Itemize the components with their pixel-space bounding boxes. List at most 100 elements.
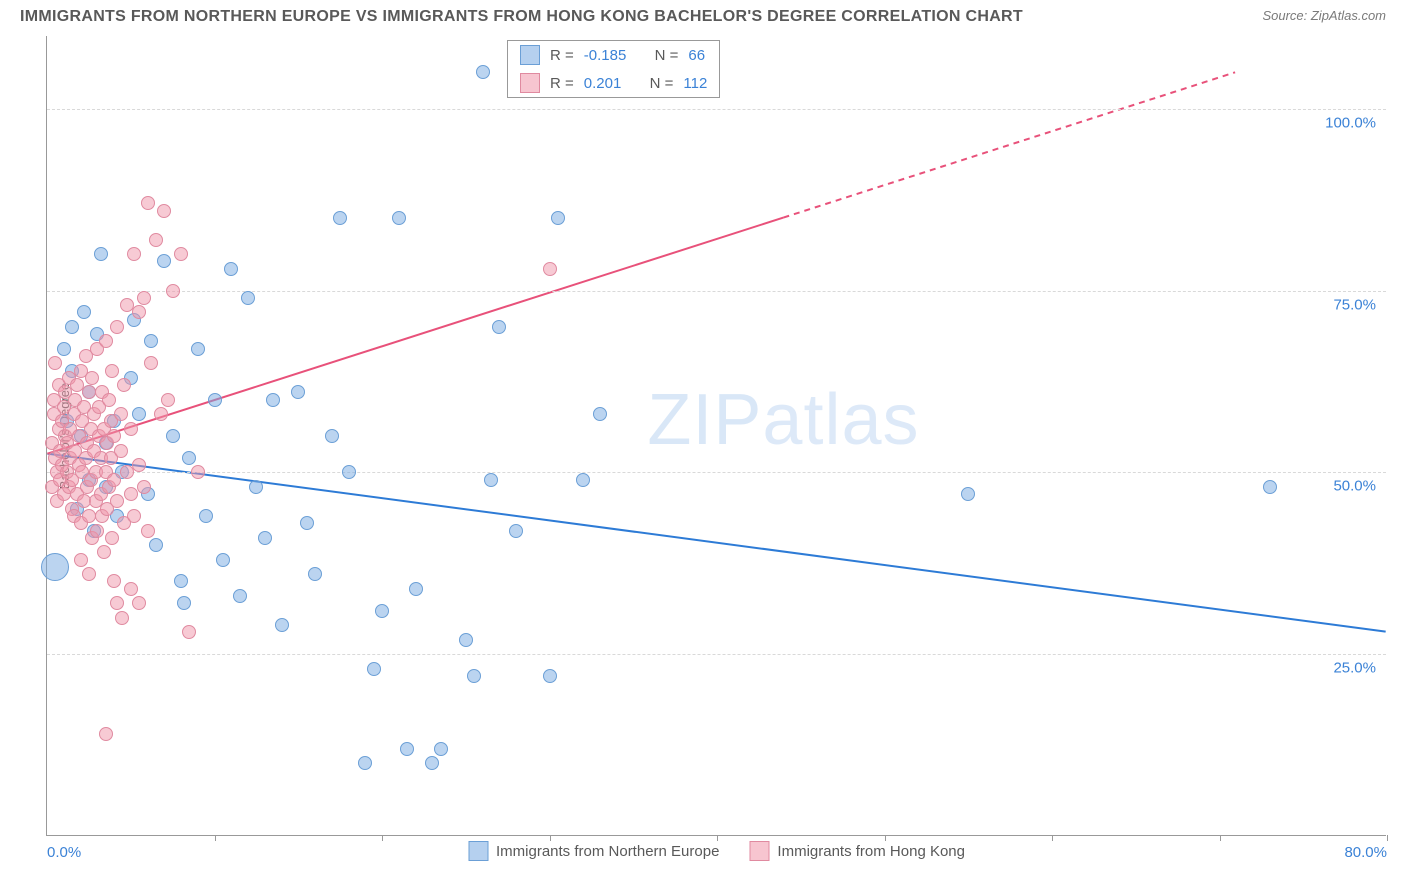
data-point <box>467 669 481 683</box>
legend-r-label: R = <box>550 47 574 64</box>
data-point <box>576 473 590 487</box>
plot-area: Bachelor's Degree R = -0.185 N = 66 R = … <box>46 36 1386 836</box>
data-point <box>249 480 263 494</box>
legend-swatch-pink <box>749 841 769 861</box>
correlation-legend: R = -0.185 N = 66 R = 0.201 N = 112 <box>507 40 720 98</box>
data-point <box>124 487 138 501</box>
data-point <box>191 465 205 479</box>
data-point <box>492 320 506 334</box>
x-tick-label: 80.0% <box>1344 844 1387 861</box>
data-point <box>82 567 96 581</box>
data-point <box>333 211 347 225</box>
trend-lines <box>47 36 1386 835</box>
source-attribution: Source: ZipAtlas.com <box>1262 8 1386 23</box>
data-point <box>300 516 314 530</box>
data-point <box>127 509 141 523</box>
data-point <box>1263 480 1277 494</box>
data-point <box>342 465 356 479</box>
legend-swatch-pink <box>520 73 540 93</box>
data-point <box>459 633 473 647</box>
legend-r-value-pink: 0.201 <box>584 75 622 92</box>
gridline-h <box>47 472 1386 473</box>
legend-label-pink: Immigrants from Hong Kong <box>777 843 965 860</box>
data-point <box>224 262 238 276</box>
legend-row-pink: R = 0.201 N = 112 <box>508 69 719 97</box>
y-tick-label: 25.0% <box>1333 660 1376 677</box>
series-legend: Immigrants from Northern Europe Immigran… <box>468 841 965 861</box>
data-point <box>358 756 372 770</box>
data-point <box>74 553 88 567</box>
data-point <box>174 574 188 588</box>
data-point <box>375 604 389 618</box>
data-point <box>144 356 158 370</box>
x-tick-label: 0.0% <box>47 844 81 861</box>
data-point <box>434 742 448 756</box>
data-point <box>132 596 146 610</box>
data-point <box>124 582 138 596</box>
data-point <box>400 742 414 756</box>
data-point <box>325 429 339 443</box>
x-tick-mark <box>1052 835 1053 841</box>
data-point <box>107 429 121 443</box>
x-tick-mark <box>1220 835 1221 841</box>
data-point <box>258 531 272 545</box>
data-point <box>191 342 205 356</box>
data-point <box>82 385 96 399</box>
data-point <box>110 494 124 508</box>
data-point <box>99 727 113 741</box>
data-point <box>48 356 62 370</box>
data-point <box>208 393 222 407</box>
data-point <box>132 407 146 421</box>
y-tick-label: 100.0% <box>1325 114 1376 131</box>
data-point <box>154 407 168 421</box>
data-point <box>114 407 128 421</box>
legend-label-blue: Immigrants from Northern Europe <box>496 843 719 860</box>
data-point <box>149 233 163 247</box>
x-tick-mark <box>1387 835 1388 841</box>
legend-r-label: R = <box>550 75 574 92</box>
data-point <box>77 305 91 319</box>
data-point <box>149 538 163 552</box>
data-point <box>174 247 188 261</box>
data-point <box>593 407 607 421</box>
data-point <box>484 473 498 487</box>
data-point <box>124 422 138 436</box>
data-point <box>233 589 247 603</box>
data-point <box>551 211 565 225</box>
watermark: ZIPatlas <box>647 379 919 461</box>
data-point <box>105 531 119 545</box>
gridline-h <box>47 654 1386 655</box>
y-tick-label: 75.0% <box>1333 296 1376 313</box>
data-point <box>141 524 155 538</box>
data-point <box>476 65 490 79</box>
data-point <box>166 284 180 298</box>
y-tick-label: 50.0% <box>1333 478 1376 495</box>
data-point <box>509 524 523 538</box>
x-tick-mark <box>550 835 551 841</box>
data-point <box>266 393 280 407</box>
data-point <box>141 196 155 210</box>
data-point <box>199 509 213 523</box>
data-point <box>114 444 128 458</box>
data-point <box>182 451 196 465</box>
data-point <box>157 254 171 268</box>
data-point <box>409 582 423 596</box>
legend-r-value-blue: -0.185 <box>584 47 627 64</box>
data-point <box>107 574 121 588</box>
x-tick-mark <box>717 835 718 841</box>
data-point <box>241 291 255 305</box>
data-point <box>216 553 230 567</box>
gridline-h <box>47 109 1386 110</box>
data-point <box>182 625 196 639</box>
data-point <box>275 618 289 632</box>
data-point <box>543 262 557 276</box>
data-point <box>110 320 124 334</box>
data-point <box>107 473 121 487</box>
data-point <box>90 524 104 538</box>
data-point <box>137 480 151 494</box>
data-point <box>65 320 79 334</box>
data-point <box>94 247 108 261</box>
legend-n-value-pink: 112 <box>683 75 707 92</box>
data-point <box>105 364 119 378</box>
legend-swatch-blue <box>468 841 488 861</box>
